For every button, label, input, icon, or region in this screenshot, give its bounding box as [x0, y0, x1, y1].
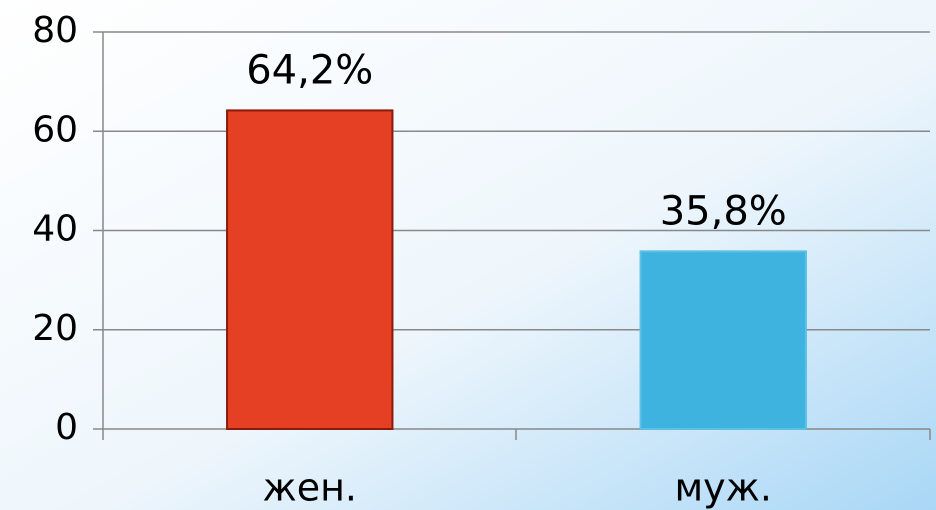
y-tick-label: 60	[32, 109, 78, 150]
x-tick-label: жен.	[262, 466, 357, 510]
y-tick-label: 40	[32, 209, 78, 250]
x-tick-label: муж.	[675, 466, 772, 510]
value-label: 64,2%	[246, 47, 373, 93]
value-label: 35,8%	[660, 188, 787, 234]
bar	[639, 250, 807, 430]
y-tick-label: 20	[32, 308, 78, 349]
y-tick-label: 80	[32, 10, 78, 51]
bar	[226, 109, 394, 430]
y-tick-label: 0	[55, 407, 78, 448]
